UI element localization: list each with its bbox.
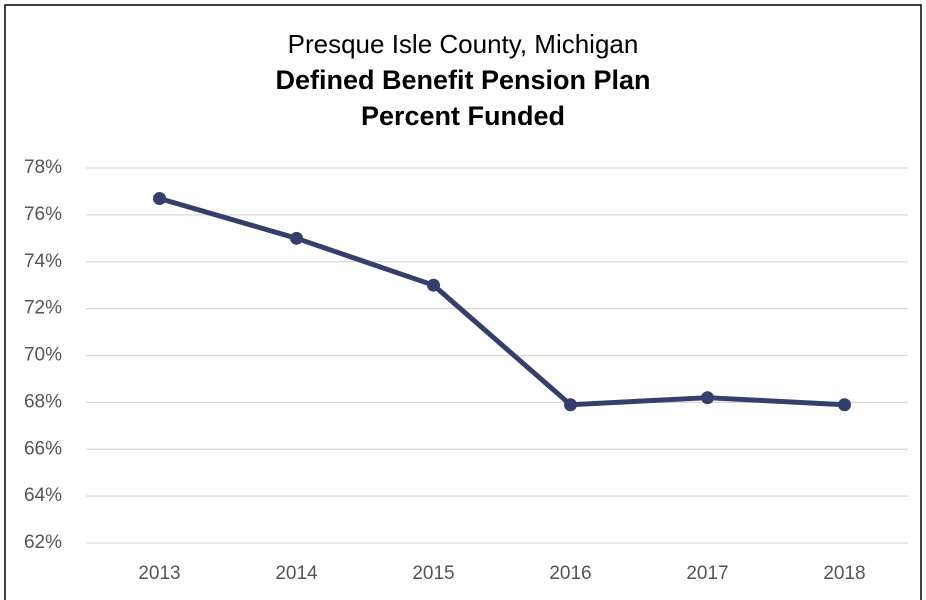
y-tick-label: 78%	[24, 157, 62, 178]
series-marker	[564, 398, 577, 412]
y-tick-label: 66%	[24, 438, 62, 459]
y-tick-label: 70%	[24, 345, 62, 366]
y-tick-label: 64%	[24, 485, 62, 506]
x-tick-label: 2016	[549, 563, 591, 584]
x-tick-label: 2018	[823, 563, 865, 584]
series-marker	[290, 231, 303, 245]
y-tick-label: 76%	[24, 204, 62, 225]
y-tick-label: 72%	[24, 298, 62, 319]
y-tick-label: 62%	[24, 532, 62, 553]
chart-frame	[4, 4, 922, 600]
chart-title: Defined Benefit Pension Plan	[275, 65, 650, 95]
series-marker	[838, 398, 851, 412]
chart-title: Presque Isle County, Michigan	[288, 29, 639, 59]
series-marker	[427, 278, 440, 292]
x-tick-label: 2015	[412, 563, 454, 584]
y-tick-label: 68%	[24, 391, 62, 412]
series-marker	[701, 391, 714, 405]
series-line	[158, 196, 845, 408]
x-tick-label: 2017	[686, 563, 728, 584]
y-tick-label: 74%	[24, 251, 62, 272]
x-tick-label: 2013	[138, 563, 180, 584]
series-marker	[153, 191, 166, 205]
x-tick-label: 2014	[275, 563, 318, 584]
chart-title: Percent Funded	[361, 101, 565, 131]
